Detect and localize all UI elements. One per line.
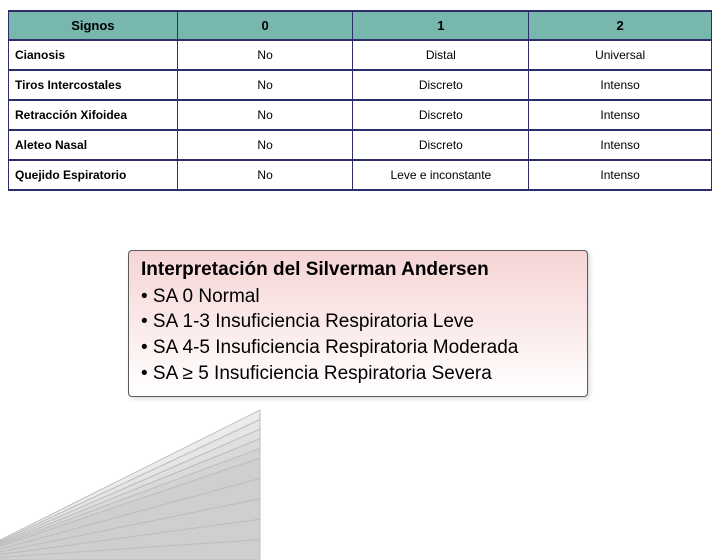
- cell-value: Intenso: [529, 70, 712, 100]
- cell-value: Intenso: [529, 130, 712, 160]
- table-row: Quejido EspiratorioNoLeve e inconstanteI…: [9, 160, 712, 190]
- table-row: CianosisNoDistalUniversal: [9, 40, 712, 70]
- cell-value: No: [177, 70, 353, 100]
- interpretation-line: • SA 4-5 Insuficiencia Respiratoria Mode…: [141, 335, 575, 361]
- col-header-1: 1: [353, 11, 529, 40]
- silverman-score-table: Signos012 CianosisNoDistalUniversalTiros…: [8, 10, 712, 191]
- score-table-container: Signos012 CianosisNoDistalUniversalTiros…: [0, 0, 720, 191]
- cell-value: No: [177, 160, 353, 190]
- cell-value: Discreto: [353, 70, 529, 100]
- cell-value: Distal: [353, 40, 529, 70]
- row-label: Quejido Espiratorio: [9, 160, 178, 190]
- row-label: Aleteo Nasal: [9, 130, 178, 160]
- table-row: Retracción XifoideaNoDiscretoIntenso: [9, 100, 712, 130]
- col-header-0: 0: [177, 11, 353, 40]
- row-label: Retracción Xifoidea: [9, 100, 178, 130]
- interpretation-title: Interpretación del Silverman Andersen: [141, 259, 575, 282]
- cell-value: Intenso: [529, 100, 712, 130]
- cell-value: No: [177, 130, 353, 160]
- interpretation-line: • SA 1-3 Insuficiencia Respiratoria Leve: [141, 309, 575, 335]
- cell-value: Discreto: [353, 130, 529, 160]
- interpretation-box: Interpretación del Silverman Andersen • …: [128, 250, 588, 397]
- cell-value: No: [177, 100, 353, 130]
- table-row: Tiros IntercostalesNoDiscretoIntenso: [9, 70, 712, 100]
- table-row: Aleteo NasalNoDiscretoIntenso: [9, 130, 712, 160]
- cell-value: Leve e inconstante: [353, 160, 529, 190]
- interpretation-lines: • SA 0 Normal• SA 1-3 Insuficiencia Resp…: [141, 284, 575, 387]
- table-body: CianosisNoDistalUniversalTiros Intercost…: [9, 40, 712, 190]
- row-label: Tiros Intercostales: [9, 70, 178, 100]
- cell-value: Intenso: [529, 160, 712, 190]
- cell-value: Discreto: [353, 100, 529, 130]
- cell-value: Universal: [529, 40, 712, 70]
- col-header-2: 2: [529, 11, 712, 40]
- decorative-wedge-icon: [0, 370, 270, 560]
- col-header-signos: Signos: [9, 11, 178, 40]
- interpretation-line: • SA 0 Normal: [141, 284, 575, 310]
- table-header-row: Signos012: [9, 11, 712, 40]
- interpretation-line: • SA ≥ 5 Insuficiencia Respiratoria Seve…: [141, 361, 575, 387]
- cell-value: No: [177, 40, 353, 70]
- row-label: Cianosis: [9, 40, 178, 70]
